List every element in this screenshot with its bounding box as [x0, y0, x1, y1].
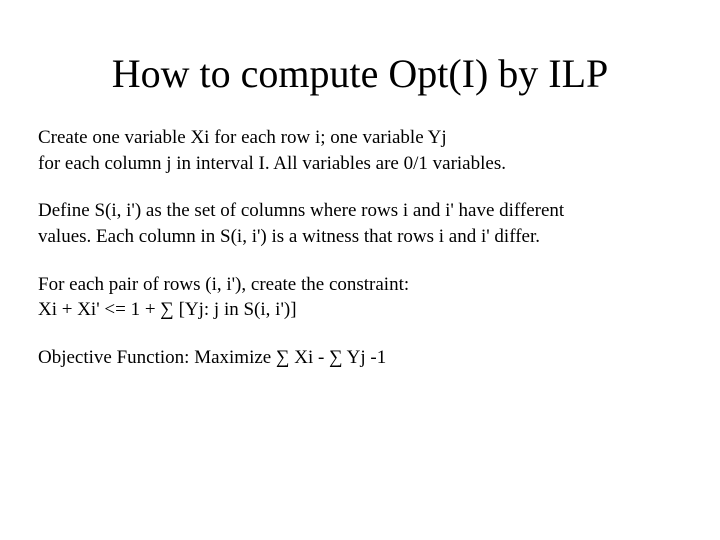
paragraph-4: Objective Function: Maximize ∑ Xi - ∑ Yj…	[38, 345, 682, 371]
slide-body: Create one variable Xi for each row i; o…	[38, 125, 682, 370]
paragraph-2: Define S(i, i') as the set of columns wh…	[38, 198, 682, 249]
paragraph-1: Create one variable Xi for each row i; o…	[38, 125, 682, 176]
p3-line1: For each pair of rows (i, i'), create th…	[38, 272, 682, 298]
p2-line2: values. Each column in S(i, i') is a wit…	[38, 224, 682, 250]
p3-line2: Xi + Xi' <= 1 + ∑ [Yj: j in S(i, i')]	[38, 297, 682, 323]
slide-container: How to compute Opt(I) by ILP Create one …	[0, 0, 720, 540]
p2-line1: Define S(i, i') as the set of columns wh…	[38, 198, 682, 224]
p1-line2: for each column j in interval I. All var…	[38, 151, 682, 177]
p1-line1: Create one variable Xi for each row i; o…	[38, 125, 682, 151]
p4-line1: Objective Function: Maximize ∑ Xi - ∑ Yj…	[38, 345, 682, 371]
paragraph-3: For each pair of rows (i, i'), create th…	[38, 272, 682, 323]
slide-title: How to compute Opt(I) by ILP	[38, 50, 682, 97]
